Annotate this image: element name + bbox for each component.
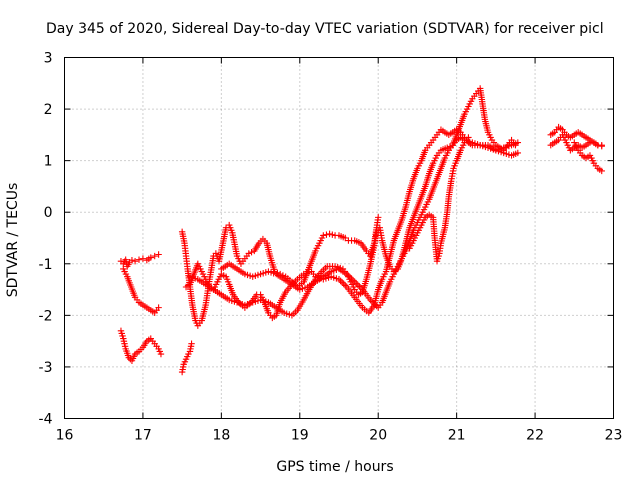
data-point <box>348 275 355 282</box>
y-tick-label: -4 <box>39 412 53 428</box>
y-axis-label: SDTVAR / TECUs <box>5 183 21 298</box>
data-point <box>373 302 380 310</box>
data-point <box>349 277 357 284</box>
data-point <box>320 232 327 239</box>
y-tick-label: -2 <box>39 308 53 324</box>
data-point <box>245 250 253 257</box>
plot-frame <box>64 57 614 419</box>
data-point <box>131 258 139 265</box>
data-point <box>357 284 365 292</box>
x-tick-label: 17 <box>134 428 152 444</box>
data-point <box>326 230 333 238</box>
data-point <box>368 298 376 305</box>
data-point <box>338 279 346 286</box>
y-tick-label: 0 <box>44 205 53 221</box>
data-point <box>157 350 165 358</box>
data-point <box>346 273 354 281</box>
x-tick-labels: 16 17 18 19 20 21 22 23 <box>56 428 623 444</box>
data-point <box>353 280 360 287</box>
x-tick-label: 22 <box>526 428 544 444</box>
data-point <box>128 256 136 264</box>
series-s4 <box>178 340 195 376</box>
series-s5 <box>178 214 382 329</box>
series-s2 <box>120 265 162 316</box>
grid <box>64 57 614 419</box>
data-point <box>139 255 147 262</box>
data-point <box>512 141 519 149</box>
data-point <box>337 277 344 285</box>
series-s8 <box>218 85 519 311</box>
y-tick-label: 2 <box>44 102 53 118</box>
series-s9 <box>406 134 472 265</box>
data-point <box>342 282 349 289</box>
y-tick-labels: 3 2 1 0 -1 -2 -3 -4 <box>39 51 53 428</box>
data-point <box>323 231 330 238</box>
data-point <box>248 248 255 256</box>
data-point <box>155 251 162 258</box>
series-s12 <box>571 139 605 175</box>
y-tick-label: -3 <box>39 360 53 376</box>
data-point <box>370 299 377 307</box>
data-point <box>367 296 374 304</box>
data-point <box>446 143 454 150</box>
y-tick-label: 3 <box>44 51 53 67</box>
x-tick-label: 18 <box>212 428 230 444</box>
series-s3 <box>117 327 165 364</box>
data-point <box>335 276 343 283</box>
data-point <box>465 134 472 141</box>
x-tick-label: 16 <box>56 428 74 444</box>
y-tick-label: -1 <box>39 257 53 273</box>
data-point <box>329 231 336 238</box>
data-point <box>125 354 133 361</box>
data-point <box>345 272 352 279</box>
x-axis-label: GPS time / hours <box>276 459 393 475</box>
chart-title: Day 345 of 2020, Sidereal Day-to-day VTE… <box>46 21 604 37</box>
x-tick-label: 23 <box>605 428 623 444</box>
data-point <box>340 280 347 288</box>
data-point <box>375 214 382 221</box>
data-point <box>354 281 362 289</box>
data-point <box>343 270 351 278</box>
data-point <box>135 256 143 263</box>
data-point <box>356 283 363 290</box>
series-s7 <box>186 134 522 319</box>
axis-ticks <box>64 57 614 419</box>
data-point <box>188 340 195 347</box>
data-point <box>598 141 605 149</box>
data-point <box>598 167 605 175</box>
y-tick-label: 1 <box>44 154 53 170</box>
data-markers <box>117 85 605 376</box>
x-tick-label: 20 <box>369 428 387 444</box>
x-tick-label: 19 <box>291 428 309 444</box>
series-s6 <box>182 126 522 322</box>
data-point <box>151 252 158 260</box>
x-tick-label: 21 <box>448 428 466 444</box>
data-point <box>514 149 522 157</box>
data-point <box>155 304 162 311</box>
series-s11 <box>547 131 605 154</box>
data-point <box>147 254 154 261</box>
series-s1 <box>117 251 162 270</box>
data-point <box>351 278 358 286</box>
